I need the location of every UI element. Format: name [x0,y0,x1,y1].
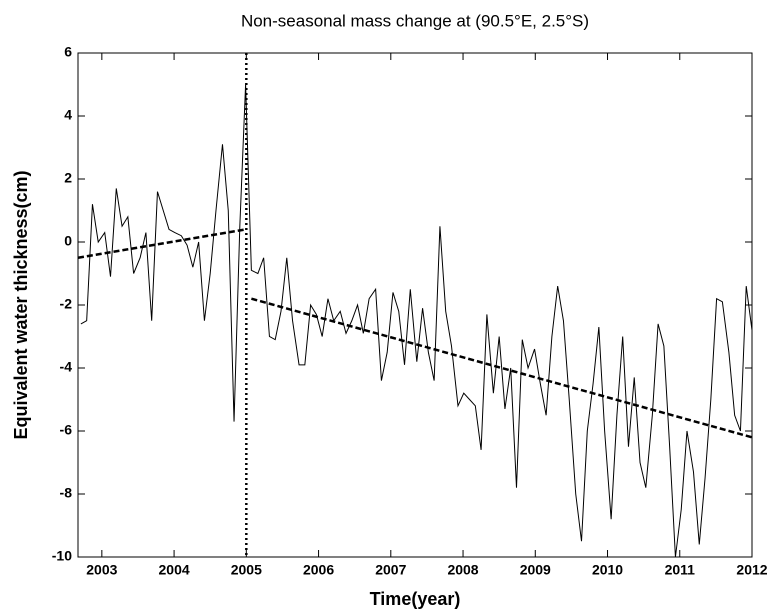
x-tick-label: 2005 [231,562,262,578]
x-tick-label: 2010 [592,562,623,578]
x-tick-label: 2004 [159,562,190,578]
x-tick-label: 2009 [520,562,551,578]
y-tick-label: -8 [60,485,73,501]
y-tick-label: 0 [64,233,72,249]
plot-frame [77,52,753,558]
x-tick-label: 2006 [303,562,334,578]
y-tick-label: -4 [60,359,73,375]
trend-line [77,228,246,259]
x-tick-label: 2007 [375,562,406,578]
data-line [80,84,753,558]
y-tick-label: 2 [64,170,72,186]
x-tick-label: 2012 [736,562,767,578]
x-tick-label: 2008 [447,562,478,578]
x-tick-label: 2011 [665,562,696,578]
y-tick-label: -2 [60,296,73,312]
x-axis-label: Time(year) [370,589,461,609]
x-tick-label: 2003 [86,562,117,578]
y-axis-label: Equivalent water thickness(cm) [11,170,31,439]
plot-area [78,53,752,557]
y-tick-label: 4 [64,107,72,123]
y-tick-label: -10 [52,548,72,564]
y-tick-label: -6 [60,422,73,438]
trend-line [251,297,753,439]
y-tick-label: 6 [64,44,72,60]
chart-title: Non-seasonal mass change at (90.5°E, 2.5… [241,11,589,30]
